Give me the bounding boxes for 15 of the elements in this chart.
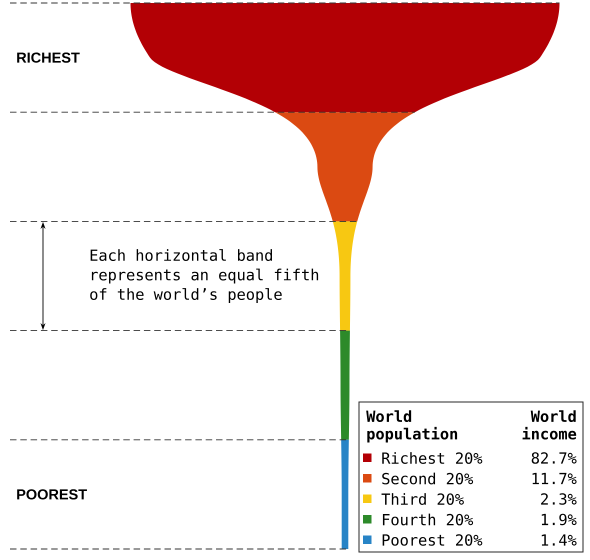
text: Each horizontal band represents an equal fifth of the world’s people xyxy=(90,249,318,303)
text: RICHEST xyxy=(17,52,80,63)
legend-title: World population xyxy=(366,410,458,443)
category-label: Richest 20% xyxy=(382,452,482,464)
data-label: 2.3% xyxy=(541,493,577,505)
text: POOREST xyxy=(17,489,87,500)
data-label: 82.7% xyxy=(532,452,577,464)
data-label: 11.7% xyxy=(532,472,577,484)
category-label: Second 20% xyxy=(382,472,474,484)
category-label: Fourth 20% xyxy=(382,514,474,526)
category-label: Third 20% xyxy=(382,493,464,505)
data-label: 1.9% xyxy=(542,514,577,526)
text: World income xyxy=(522,410,576,440)
data-label: 1.4% xyxy=(542,534,577,546)
category-label: Poorest 20% xyxy=(382,534,482,546)
